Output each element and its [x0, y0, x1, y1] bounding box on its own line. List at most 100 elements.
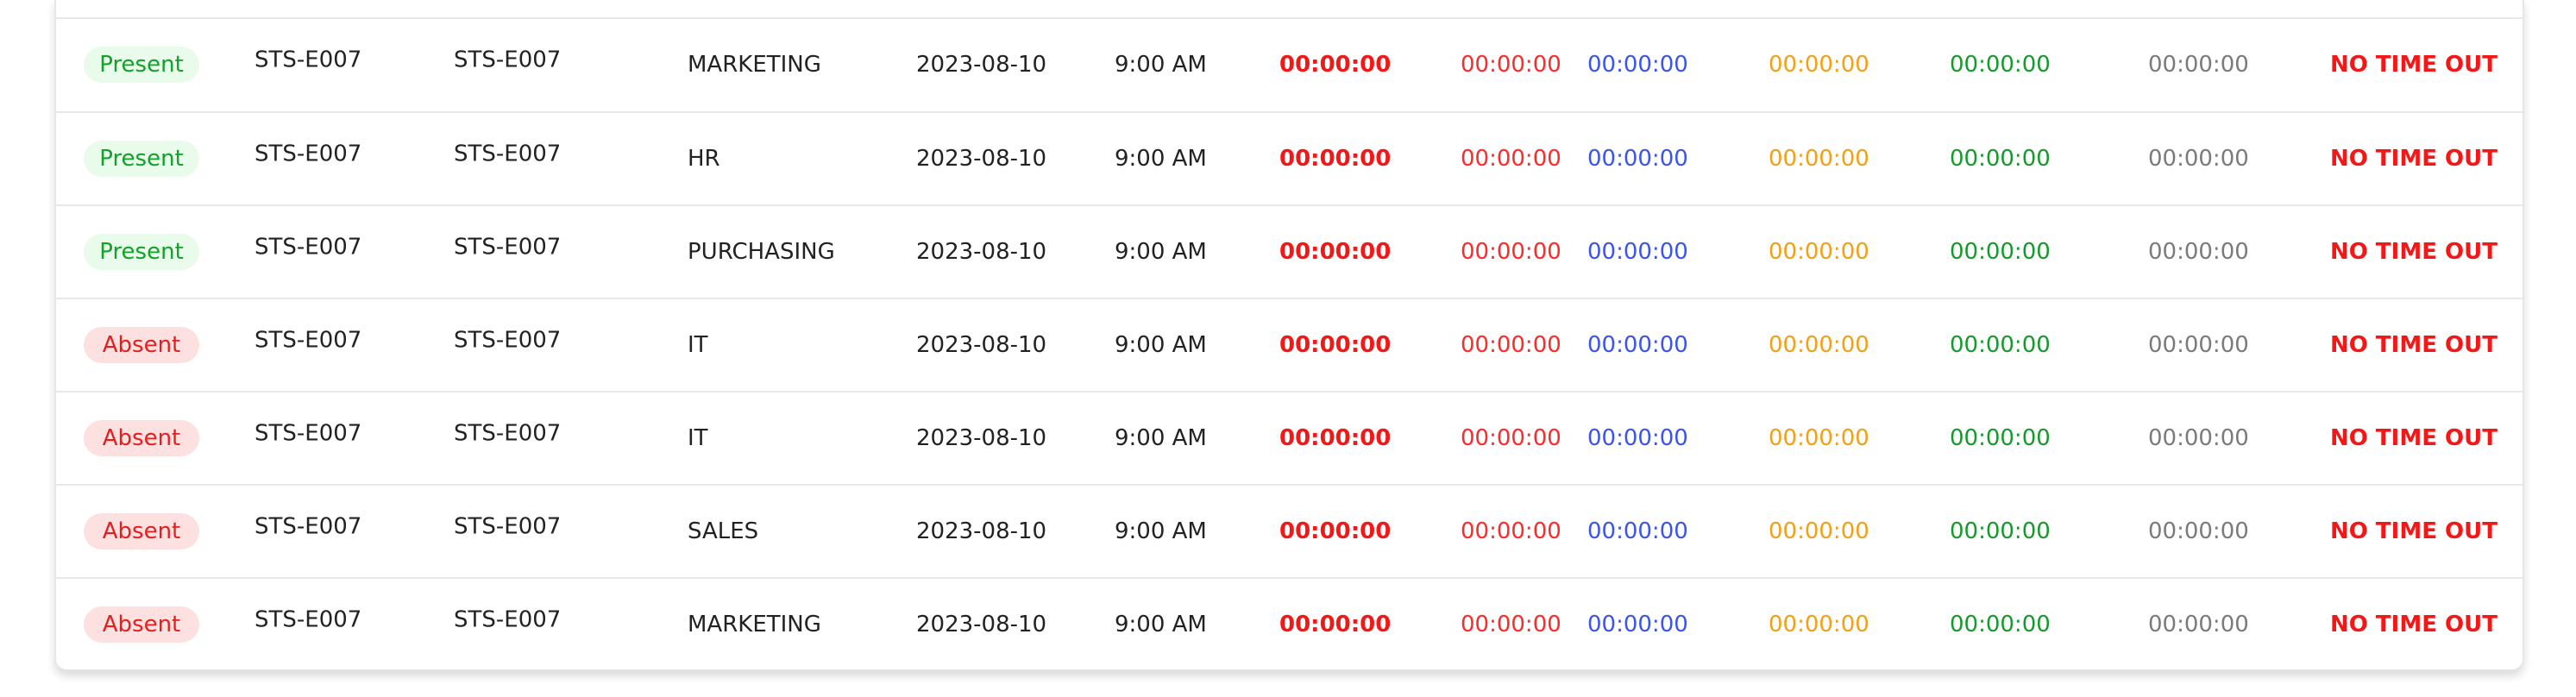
table-row: Present STS-E007 STS-E007 HR 2023-08-10 …	[56, 111, 2523, 204]
time-out-status: NO TIME OUT	[2330, 146, 2497, 172]
time-in-cell: 9:00 AM	[1115, 146, 1207, 172]
date-cell: 2023-08-10	[916, 51, 1047, 78]
status-badge: Present	[84, 234, 199, 270]
gray-duration-cell: 00:00:00	[2148, 518, 2249, 544]
table-row: Absent STS-E007 STS-E007 MARKETING 2023-…	[56, 577, 2523, 669]
orange-duration-cell: 00:00:00	[1769, 612, 1869, 637]
green-duration-cell: 00:00:00	[1950, 518, 2051, 544]
orange-duration-cell: 00:00:00	[1769, 425, 1869, 451]
green-duration-cell: 00:00:00	[1950, 146, 2051, 172]
status-badge: Present	[84, 141, 199, 177]
employee-code: STS-E007	[454, 141, 562, 167]
attendance-table: Present STS-E007 STS-E007 MARKETING 2023…	[54, 0, 2524, 671]
time-in-cell: 9:00 AM	[1115, 612, 1207, 637]
time-out-status: NO TIME OUT	[2330, 612, 2497, 637]
red-duration-cell-secondary: 00:00:00	[1461, 425, 1561, 451]
employee-id: STS-E007	[254, 327, 362, 354]
department-cell: IT	[688, 425, 708, 451]
employee-id: STS-E007	[254, 141, 362, 167]
blue-duration-cell: 00:00:00	[1587, 239, 1688, 265]
employee-id: STS-E007	[254, 420, 362, 447]
red-duration-cell: 00:00:00	[1279, 239, 1392, 265]
red-duration-cell: 00:00:00	[1279, 146, 1392, 172]
blue-duration-cell: 00:00:00	[1587, 51, 1688, 78]
red-duration-cell-secondary: 00:00:00	[1461, 612, 1561, 637]
red-duration-cell-secondary: 00:00:00	[1461, 51, 1561, 78]
green-duration-cell: 00:00:00	[1950, 425, 2051, 451]
red-duration-cell: 00:00:00	[1279, 425, 1392, 451]
gray-duration-cell: 00:00:00	[2148, 239, 2249, 265]
time-out-status: NO TIME OUT	[2330, 332, 2497, 358]
employee-code: STS-E007	[454, 234, 562, 261]
department-cell: SALES	[688, 518, 759, 544]
time-out-status: NO TIME OUT	[2330, 239, 2497, 265]
employee-code: STS-E007	[454, 606, 562, 633]
orange-duration-cell: 00:00:00	[1769, 51, 1869, 78]
time-in-cell: 9:00 AM	[1115, 239, 1207, 265]
red-duration-cell: 00:00:00	[1279, 518, 1392, 544]
green-duration-cell: 00:00:00	[1950, 239, 2051, 265]
orange-duration-cell: 00:00:00	[1769, 146, 1869, 172]
table-body: Present STS-E007 STS-E007 MARKETING 2023…	[56, 0, 2523, 669]
green-duration-cell: 00:00:00	[1950, 612, 2051, 637]
red-duration-cell: 00:00:00	[1279, 332, 1392, 358]
time-in-cell: 9:00 AM	[1115, 332, 1207, 358]
green-duration-cell: 00:00:00	[1950, 51, 2051, 78]
department-cell: PURCHASING	[688, 239, 835, 265]
status-badge: Absent	[84, 420, 199, 456]
blue-duration-cell: 00:00:00	[1587, 146, 1688, 172]
blue-duration-cell: 00:00:00	[1587, 612, 1688, 637]
red-duration-cell-secondary: 00:00:00	[1461, 332, 1561, 358]
department-cell: IT	[688, 332, 708, 358]
green-duration-cell: 00:00:00	[1950, 332, 2051, 358]
status-badge: Absent	[84, 513, 199, 549]
gray-duration-cell: 00:00:00	[2148, 146, 2249, 172]
date-cell: 2023-08-10	[916, 146, 1047, 172]
employee-code: STS-E007	[454, 47, 562, 73]
blue-duration-cell: 00:00:00	[1587, 518, 1688, 544]
orange-duration-cell: 00:00:00	[1769, 518, 1869, 544]
employee-id: STS-E007	[254, 234, 362, 261]
employee-id: STS-E007	[254, 606, 362, 633]
blue-duration-cell: 00:00:00	[1587, 425, 1688, 451]
department-cell: HR	[688, 146, 720, 172]
employee-code: STS-E007	[454, 327, 562, 354]
blue-duration-cell: 00:00:00	[1587, 332, 1688, 358]
table-row: Present STS-E007 STS-E007 MARKETING 2023…	[56, 0, 2523, 111]
table-row: Absent STS-E007 STS-E007 IT 2023-08-10 9…	[56, 391, 2523, 484]
red-duration-cell-secondary: 00:00:00	[1461, 239, 1561, 265]
table-row: Absent STS-E007 STS-E007 IT 2023-08-10 9…	[56, 298, 2523, 391]
red-duration-cell-secondary: 00:00:00	[1461, 518, 1561, 544]
department-cell: MARKETING	[688, 51, 821, 78]
red-duration-cell-secondary: 00:00:00	[1461, 146, 1561, 172]
red-duration-cell: 00:00:00	[1279, 612, 1392, 637]
date-cell: 2023-08-10	[916, 239, 1047, 265]
department-cell: MARKETING	[688, 612, 821, 637]
status-badge: Absent	[84, 606, 199, 643]
gray-duration-cell: 00:00:00	[2148, 425, 2249, 451]
date-cell: 2023-08-10	[916, 332, 1047, 358]
employee-code: STS-E007	[454, 513, 562, 540]
orange-duration-cell: 00:00:00	[1769, 332, 1869, 358]
time-in-cell: 9:00 AM	[1115, 518, 1207, 544]
gray-duration-cell: 00:00:00	[2148, 612, 2249, 637]
status-badge: Present	[84, 46, 199, 83]
table-row: Absent STS-E007 STS-E007 SALES 2023-08-1…	[56, 484, 2523, 577]
time-out-status: NO TIME OUT	[2330, 425, 2497, 451]
employee-id: STS-E007	[254, 513, 362, 540]
time-out-status: NO TIME OUT	[2330, 51, 2497, 78]
status-badge: Absent	[84, 327, 199, 363]
employee-code: STS-E007	[454, 420, 562, 447]
gray-duration-cell: 00:00:00	[2148, 51, 2249, 78]
time-out-status: NO TIME OUT	[2330, 518, 2497, 544]
date-cell: 2023-08-10	[916, 518, 1047, 544]
gray-duration-cell: 00:00:00	[2148, 332, 2249, 358]
table-row: Present STS-E007 STS-E007 PURCHASING 202…	[56, 204, 2523, 298]
orange-duration-cell: 00:00:00	[1769, 239, 1869, 265]
date-cell: 2023-08-10	[916, 612, 1047, 637]
time-in-cell: 9:00 AM	[1115, 425, 1207, 451]
time-in-cell: 9:00 AM	[1115, 51, 1207, 78]
employee-id: STS-E007	[254, 47, 362, 73]
red-duration-cell: 00:00:00	[1279, 51, 1392, 78]
